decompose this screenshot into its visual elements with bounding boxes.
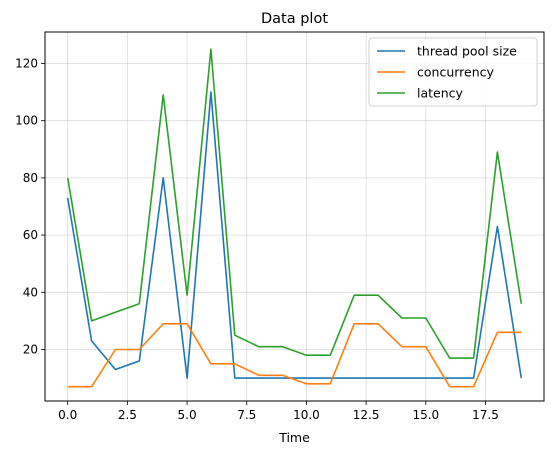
y-tick-label: 40 bbox=[23, 285, 38, 299]
x-tick-label: 10.0 bbox=[293, 408, 320, 422]
legend-label-latency: latency bbox=[417, 86, 464, 101]
y-tick-label: 20 bbox=[23, 343, 38, 357]
series-lines bbox=[66, 48, 523, 388]
legend-label-concurrency: concurrency bbox=[417, 65, 495, 80]
series-line-concurrency bbox=[67, 322, 522, 388]
x-tick-label: 5.0 bbox=[178, 408, 197, 422]
x-tick-label: 12.5 bbox=[353, 408, 380, 422]
y-tick-label: 60 bbox=[23, 228, 38, 242]
x-tick-label: 0.0 bbox=[58, 408, 77, 422]
x-tick-label: 7.5 bbox=[237, 408, 256, 422]
x-axis-label: Time bbox=[278, 430, 310, 445]
y-tick-label: 100 bbox=[15, 114, 38, 128]
x-tick-label: 2.5 bbox=[118, 408, 137, 422]
y-tick-label: 120 bbox=[15, 56, 38, 70]
x-tick-label: 17.5 bbox=[472, 408, 499, 422]
plot-frame bbox=[44, 31, 545, 402]
x-tick-label: 15.0 bbox=[412, 408, 439, 422]
legend-label-thread-pool-size: thread pool size bbox=[417, 44, 517, 59]
legend-box bbox=[368, 37, 538, 107]
y-axis-ticks: 20 40 60 80 100 120 bbox=[15, 56, 45, 357]
y-tick-label: 80 bbox=[23, 171, 38, 185]
series-line-latency bbox=[66, 48, 523, 359]
chart-title: Data plot bbox=[261, 11, 328, 27]
series-line-thread-pool-size bbox=[66, 91, 523, 379]
x-axis-ticks: 0.0 2.5 5.0 7.5 10.0 12.5 15.0 17.5 bbox=[58, 401, 499, 422]
legend: thread pool size concurrency latency bbox=[368, 37, 538, 107]
